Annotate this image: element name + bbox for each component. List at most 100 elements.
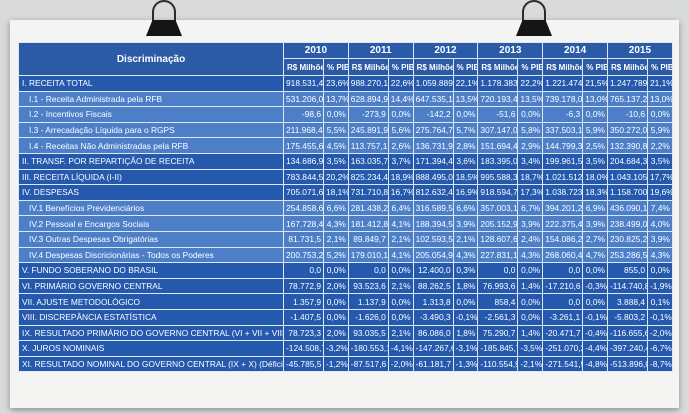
value-cell: 254.858,6 — [283, 199, 324, 217]
pct-cell: 23,6% — [323, 75, 349, 92]
pct-cell: 2,0% — [323, 277, 349, 295]
value-cell: 350.272,0 — [607, 121, 648, 139]
value-cell: 918.594,7 — [477, 184, 519, 201]
value-cell: 245.891,9 — [347, 121, 389, 139]
table-row: VII. AJUSTE METODOLÓGICO 1.357,9 0,0% 1.137… — [18, 293, 673, 310]
pct-cell: 4,3% — [517, 246, 544, 264]
value-cell: 188.394,5 — [412, 215, 454, 232]
value-cell: -3.490,3 — [412, 308, 454, 326]
pct-cell: -1,2% — [323, 355, 349, 373]
value-cell: 163.035,7 — [347, 152, 389, 170]
value-cell: 705.071,6 — [283, 184, 324, 201]
value-column-header: R$ Milhões — [607, 58, 648, 76]
pct-cell: 4,7% — [582, 246, 608, 264]
value-cell: 275.764,7 — [412, 121, 454, 139]
value-cell: 1.357,9 — [283, 293, 324, 310]
pct-cell: -4,4% — [582, 340, 608, 357]
value-cell: 205.054,9 — [412, 246, 454, 264]
value-cell: -1.407,5 — [283, 308, 324, 326]
pct-cell: -3,5% — [517, 340, 544, 357]
pct-cell: 0,1% — [647, 293, 673, 310]
value-cell: -142,2 — [412, 106, 454, 123]
discriminacao-header: Discriminação — [18, 42, 284, 76]
pct-cell: 13,7% — [323, 90, 349, 108]
pct-cell: 5,6% — [387, 121, 414, 139]
pct-cell: 22,1% — [452, 75, 479, 92]
value-cell: -397.240,4 — [607, 340, 648, 357]
pct-cell: 4,3% — [647, 246, 673, 264]
value-cell: 3.888,4 — [607, 293, 648, 310]
pct-cell: -0,3% — [582, 277, 608, 295]
value-cell: 268.060,4 — [542, 246, 584, 264]
row-label: I. RECEITA TOTAL — [18, 75, 284, 92]
value-cell: 1.043.105,1 — [607, 168, 648, 186]
row-label: IV. DESPESAS — [18, 184, 284, 201]
value-cell: 230.825,2 — [607, 230, 648, 248]
pct-cell: 3,4% — [517, 152, 544, 170]
value-cell: -513.896,0 — [607, 355, 648, 373]
value-cell: -51,6 — [477, 106, 519, 123]
table-body: I. RECEITA TOTAL 918.531,4 23,6% 988.270,1 2… — [18, 75, 673, 373]
pct-cell: 0,0% — [387, 293, 414, 310]
table-row: I. RECEITA TOTAL 918.531,4 23,6% 988.270,1 2… — [18, 75, 673, 92]
table-row: VIII. DISCREPÂNCIA ESTATÍSTICA -1.407,5 0,… — [18, 308, 673, 326]
pct-cell: -4,1% — [387, 340, 414, 357]
value-cell: 12.400,0 — [412, 262, 454, 279]
value-cell: -124.508,7 — [283, 340, 324, 357]
pct-column-header: % PIB — [323, 58, 349, 76]
pct-cell: -1,9% — [647, 277, 673, 295]
pct-cell: -2,0% — [647, 324, 673, 342]
pct-cell: 0,0% — [647, 106, 673, 123]
pct-cell: 4,5% — [323, 137, 349, 154]
value-cell: 93.035,5 — [347, 324, 389, 342]
year-header: 2011 — [347, 42, 414, 59]
value-cell: 1.247.789,3 — [607, 75, 648, 92]
value-cell: 825.234,4 — [347, 168, 389, 186]
pct-cell: 6,6% — [452, 199, 479, 217]
year-header: 2012 — [412, 42, 479, 59]
pct-cell: 0,0% — [452, 293, 479, 310]
row-label: I.4 - Receitas Não Administradas pela RF… — [18, 137, 284, 154]
pct-cell: 5,9% — [647, 121, 673, 139]
row-label: IV.4 Despesas Discricionárias - Todos os… — [18, 246, 284, 264]
pct-column-header: % PIB — [452, 58, 479, 76]
value-cell: 1.178.383,2 — [477, 75, 519, 92]
pct-cell: -3,2% — [323, 340, 349, 357]
value-cell: 253.286,5 — [607, 246, 648, 264]
pct-cell: 18,3% — [582, 184, 608, 201]
value-cell: 181.412,8 — [347, 215, 389, 232]
value-cell: 1.313,8 — [412, 293, 454, 310]
pct-cell: 3,9% — [517, 215, 544, 232]
value-cell: 783.844,5 — [283, 168, 324, 186]
pct-column-header: % PIB — [582, 58, 608, 76]
table-row: XI. RESULTADO NOMINAL DO GOVERNO CENTRAL… — [18, 355, 673, 373]
row-label: IV.1 Benefícios Previdenciários — [18, 199, 284, 217]
value-cell: 81.731,5 — [283, 230, 324, 248]
value-cell: 855,0 — [607, 262, 648, 279]
table-row: IX. RESULTADO PRIMÁRIO DO GOVERNO CENTRA… — [18, 324, 673, 342]
pct-cell: 5,9% — [582, 121, 608, 139]
pct-cell: 6,6% — [323, 199, 349, 217]
pct-cell: 0,3% — [452, 262, 479, 279]
row-label: IV.3 Outras Despesas Obrigatórias — [18, 230, 284, 248]
table-row: V. FUNDO SOBERANO DO BRASIL 0,0 0,0% 0,0 0,0… — [18, 262, 673, 279]
value-cell: 128.607,6 — [477, 230, 519, 248]
value-cell: -61.181,7 — [412, 355, 454, 373]
value-cell: 1.158.700,9 — [607, 184, 648, 201]
pct-cell: 3,7% — [387, 152, 414, 170]
table-row: VI. PRIMÁRIO GOVERNO CENTRAL 78.772,9 2,0%… — [18, 277, 673, 295]
value-cell: 888.495,0 — [412, 168, 454, 186]
value-cell: 238.499,0 — [607, 215, 648, 232]
value-cell: 227.831,1 — [477, 246, 519, 264]
pct-cell: 0,0% — [387, 262, 414, 279]
row-label: X. JUROS NOMINAIS — [18, 340, 284, 357]
pct-cell: 5,5% — [323, 121, 349, 139]
row-label: I.3 - Arrecadação Líquida para o RGPS — [18, 121, 284, 139]
table-row: IV.2 Pessoal e Encargos Sociais 167.728,4… — [18, 215, 673, 232]
table-row: II. TRANSF. POR REPARTIÇÃO DE RECEITA 134… — [18, 152, 673, 170]
value-cell: 720.193,4 — [477, 90, 519, 108]
value-cell: 0,0 — [477, 262, 519, 279]
pct-cell: 2,6% — [387, 137, 414, 154]
row-label: V. FUNDO SOBERANO DO BRASIL — [18, 262, 284, 279]
pct-cell: 13,0% — [582, 90, 608, 108]
